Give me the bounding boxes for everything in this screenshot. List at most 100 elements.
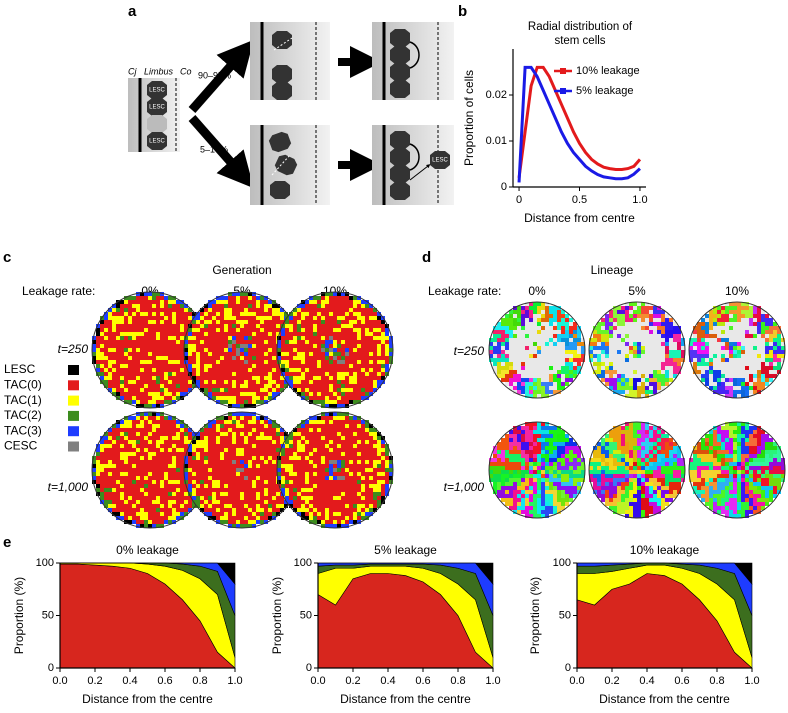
cell [305,304,309,308]
cell [553,442,557,446]
cell [212,500,216,504]
cell [533,454,537,458]
cell [220,324,224,328]
cell [192,344,196,348]
cell [569,482,573,486]
cell [208,424,212,428]
cell [333,296,337,300]
cell [321,500,325,504]
cell [317,368,321,372]
cell [192,372,196,376]
cell [244,300,248,304]
cell [297,476,301,480]
cell [248,292,252,296]
cell [116,308,120,312]
cell [525,366,529,370]
cell [264,488,268,492]
cell [168,300,172,304]
cell [172,436,176,440]
cell [305,364,309,368]
cell [148,484,152,488]
cell [184,376,188,380]
cell [509,310,513,314]
cell [164,460,168,464]
cell [533,506,537,510]
cell [124,492,128,496]
cell [365,504,369,508]
cell [317,432,321,436]
cell [276,384,280,388]
cell [521,466,525,470]
cell [216,396,220,400]
cell [489,358,493,362]
cell [116,512,120,516]
cell [573,358,577,362]
cell [329,508,333,512]
cell [357,516,361,520]
cell [497,458,501,462]
cell [293,340,297,344]
cell [152,424,156,428]
cell [553,378,557,382]
cell [333,492,337,496]
cell [252,500,256,504]
cell [493,366,497,370]
cell [541,310,545,314]
cell [341,492,345,496]
cell [120,424,124,428]
cell [112,468,116,472]
cell [349,424,353,428]
cell [513,314,517,318]
cell [313,504,317,508]
cell [285,332,289,336]
cell [545,302,549,306]
cell [124,360,128,364]
cell [268,424,272,428]
cell [148,520,152,524]
cell [108,432,112,436]
cell [361,500,365,504]
cell [276,440,280,444]
cell [369,320,373,324]
cell [361,468,365,472]
cell [140,488,144,492]
cell [501,454,505,458]
cell [180,500,184,504]
cell [120,484,124,488]
cell [172,400,176,404]
cell [533,426,537,430]
cell [629,302,633,306]
cell [365,460,369,464]
cell [256,480,260,484]
cell [220,484,224,488]
cell [337,436,341,440]
cell [565,326,569,330]
cell [529,434,533,438]
cell [212,452,216,456]
cell [204,332,208,336]
cell [345,300,349,304]
cell [337,448,341,452]
cell [168,440,172,444]
cell [349,488,353,492]
cell [525,510,529,514]
cell [533,326,537,330]
cell [369,468,373,472]
cell [184,316,188,320]
cell [309,352,313,356]
cell [385,444,389,448]
cell [256,520,260,524]
cell [168,320,172,324]
cell [248,424,252,428]
cell [345,424,349,428]
cell [268,492,272,496]
cell [168,436,172,440]
cell [390,131,410,149]
cell [124,440,128,444]
cell [240,396,244,400]
cell [373,452,377,456]
cell [220,392,224,396]
cell [529,338,533,342]
cell [301,476,305,480]
cell [537,426,541,430]
